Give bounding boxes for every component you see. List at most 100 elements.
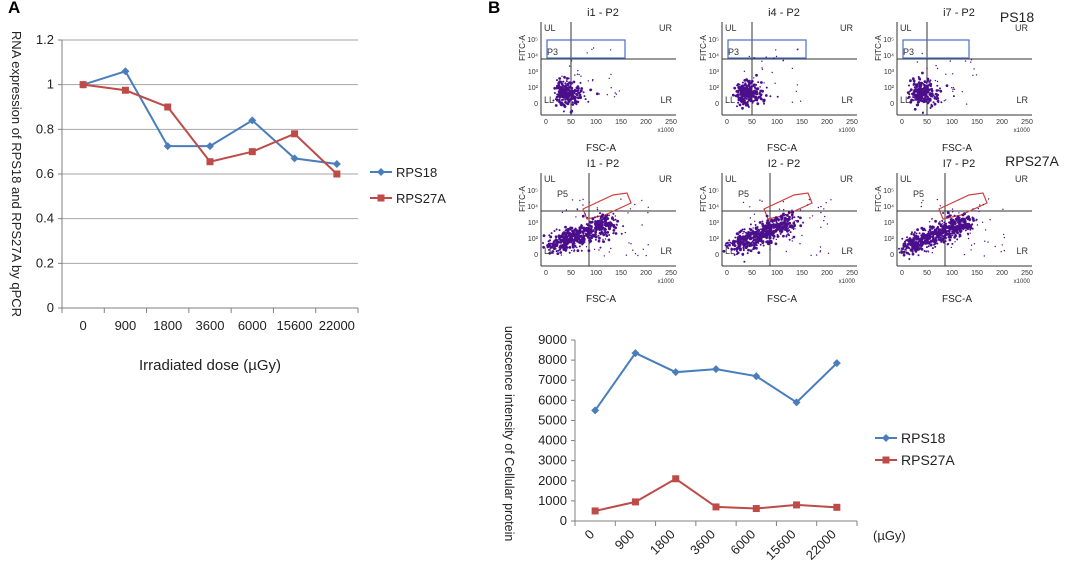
cell-dot bbox=[763, 101, 765, 103]
cell-dot bbox=[578, 94, 581, 96]
cell-dot bbox=[776, 235, 780, 238]
cell-dot bbox=[921, 240, 925, 244]
gate-label: P5 bbox=[913, 189, 924, 199]
cell-dot bbox=[591, 80, 594, 82]
cell-dot bbox=[973, 68, 975, 70]
cell-dot bbox=[741, 252, 745, 256]
cell-dot bbox=[568, 236, 571, 239]
cell-dot bbox=[939, 239, 941, 242]
data-point bbox=[291, 130, 299, 138]
cell-dot bbox=[565, 77, 569, 80]
cell-dot bbox=[799, 216, 802, 220]
cell-dot bbox=[592, 78, 594, 81]
cell-dot bbox=[754, 93, 756, 96]
cell-dot bbox=[743, 260, 746, 263]
cell-dot bbox=[594, 233, 597, 237]
cell-dot bbox=[901, 237, 904, 240]
cell-dot bbox=[941, 235, 945, 238]
cell-dot bbox=[783, 214, 785, 217]
flow-cytometry-grid: PS18 RPS27A i1 - P2 0 10² 10³ 10⁴ 10⁵ 0 50 100 150 2… bbox=[518, 7, 1060, 305]
cell-dot bbox=[931, 218, 933, 220]
cell-dot bbox=[930, 239, 933, 243]
cell-dot bbox=[557, 82, 561, 86]
flow-x-tick-label: 100 bbox=[590, 270, 602, 277]
cell-dot bbox=[738, 103, 742, 107]
cell-dot bbox=[916, 88, 919, 92]
cell-dot bbox=[736, 236, 740, 240]
cell-dot bbox=[823, 208, 825, 210]
cell-dot bbox=[918, 96, 922, 100]
flow-y-axis-title: FITC-A bbox=[874, 185, 883, 211]
cell-dot bbox=[771, 71, 773, 74]
cell-dot bbox=[556, 79, 558, 82]
cell-dot bbox=[764, 225, 767, 228]
cell-dot bbox=[730, 247, 734, 251]
cell-dot bbox=[759, 93, 763, 97]
cell-dot bbox=[952, 227, 955, 231]
legend-label: RPS18 bbox=[396, 165, 437, 180]
cell-dot bbox=[969, 224, 973, 227]
cell-dot bbox=[960, 229, 963, 232]
flow-x-unit: x1000 bbox=[839, 128, 856, 134]
cell-dot bbox=[749, 228, 753, 232]
cell-dot bbox=[945, 99, 947, 101]
cell-dot bbox=[1002, 208, 1004, 210]
cell-dot bbox=[914, 83, 917, 86]
cell-dot bbox=[755, 96, 757, 99]
cell-dot bbox=[765, 214, 769, 218]
cell-dot bbox=[600, 221, 603, 225]
cell-dot bbox=[820, 211, 822, 214]
cell-dot bbox=[590, 226, 593, 229]
legend-label: RPS27A bbox=[396, 191, 446, 206]
cell-dot bbox=[735, 253, 738, 256]
cell-dot bbox=[948, 212, 950, 215]
cell-dot bbox=[762, 99, 764, 102]
flow-y-tick-label: 10³ bbox=[528, 69, 539, 76]
cell-dot bbox=[782, 201, 785, 203]
cell-dot bbox=[911, 252, 915, 256]
cell-dot bbox=[951, 242, 954, 245]
cell-dot bbox=[562, 94, 565, 97]
cell-dot bbox=[953, 235, 957, 239]
cell-dot bbox=[558, 248, 561, 251]
data-point bbox=[752, 505, 760, 513]
flow-y-axis-title: FITC-A bbox=[699, 34, 708, 60]
cell-dot bbox=[566, 82, 570, 86]
cell-dot bbox=[917, 254, 920, 257]
cell-dot bbox=[612, 219, 615, 222]
cell-dot bbox=[958, 212, 960, 214]
cell-dot bbox=[952, 90, 954, 93]
cell-dot bbox=[761, 220, 764, 223]
cell-dot bbox=[753, 213, 756, 215]
cell-dot bbox=[928, 228, 932, 232]
cell-dot bbox=[778, 225, 780, 227]
cell-dot bbox=[555, 243, 559, 246]
flow-y-tick-label: 10⁵ bbox=[708, 37, 719, 44]
cell-dot bbox=[752, 232, 755, 235]
flow-y-axis-title: FITC-A bbox=[518, 34, 527, 60]
cell-dot bbox=[588, 224, 592, 228]
cell-dot bbox=[604, 231, 607, 234]
cell-dot bbox=[763, 228, 766, 231]
cell-dot bbox=[753, 244, 756, 248]
cell-dot bbox=[605, 234, 608, 237]
cell-dot bbox=[739, 85, 743, 89]
cell-dot bbox=[559, 81, 562, 84]
cell-dot bbox=[781, 221, 784, 225]
cell-dot bbox=[937, 101, 940, 104]
cell-dot bbox=[823, 219, 825, 222]
cell-dot bbox=[576, 208, 578, 210]
cell-dot bbox=[917, 243, 920, 246]
cell-dot bbox=[981, 221, 984, 223]
flow-x-tick-label: 50 bbox=[567, 270, 575, 277]
cell-dot bbox=[964, 60, 967, 62]
data-point bbox=[206, 158, 214, 166]
y-tick-label: 6000 bbox=[538, 392, 567, 407]
gate-p3 bbox=[902, 39, 970, 59]
cell-dot bbox=[587, 100, 590, 103]
cell-dot bbox=[604, 238, 607, 240]
cell-dot bbox=[970, 244, 973, 246]
gate-p3 bbox=[727, 39, 807, 59]
data-point bbox=[591, 406, 600, 415]
cell-dot bbox=[938, 223, 940, 225]
